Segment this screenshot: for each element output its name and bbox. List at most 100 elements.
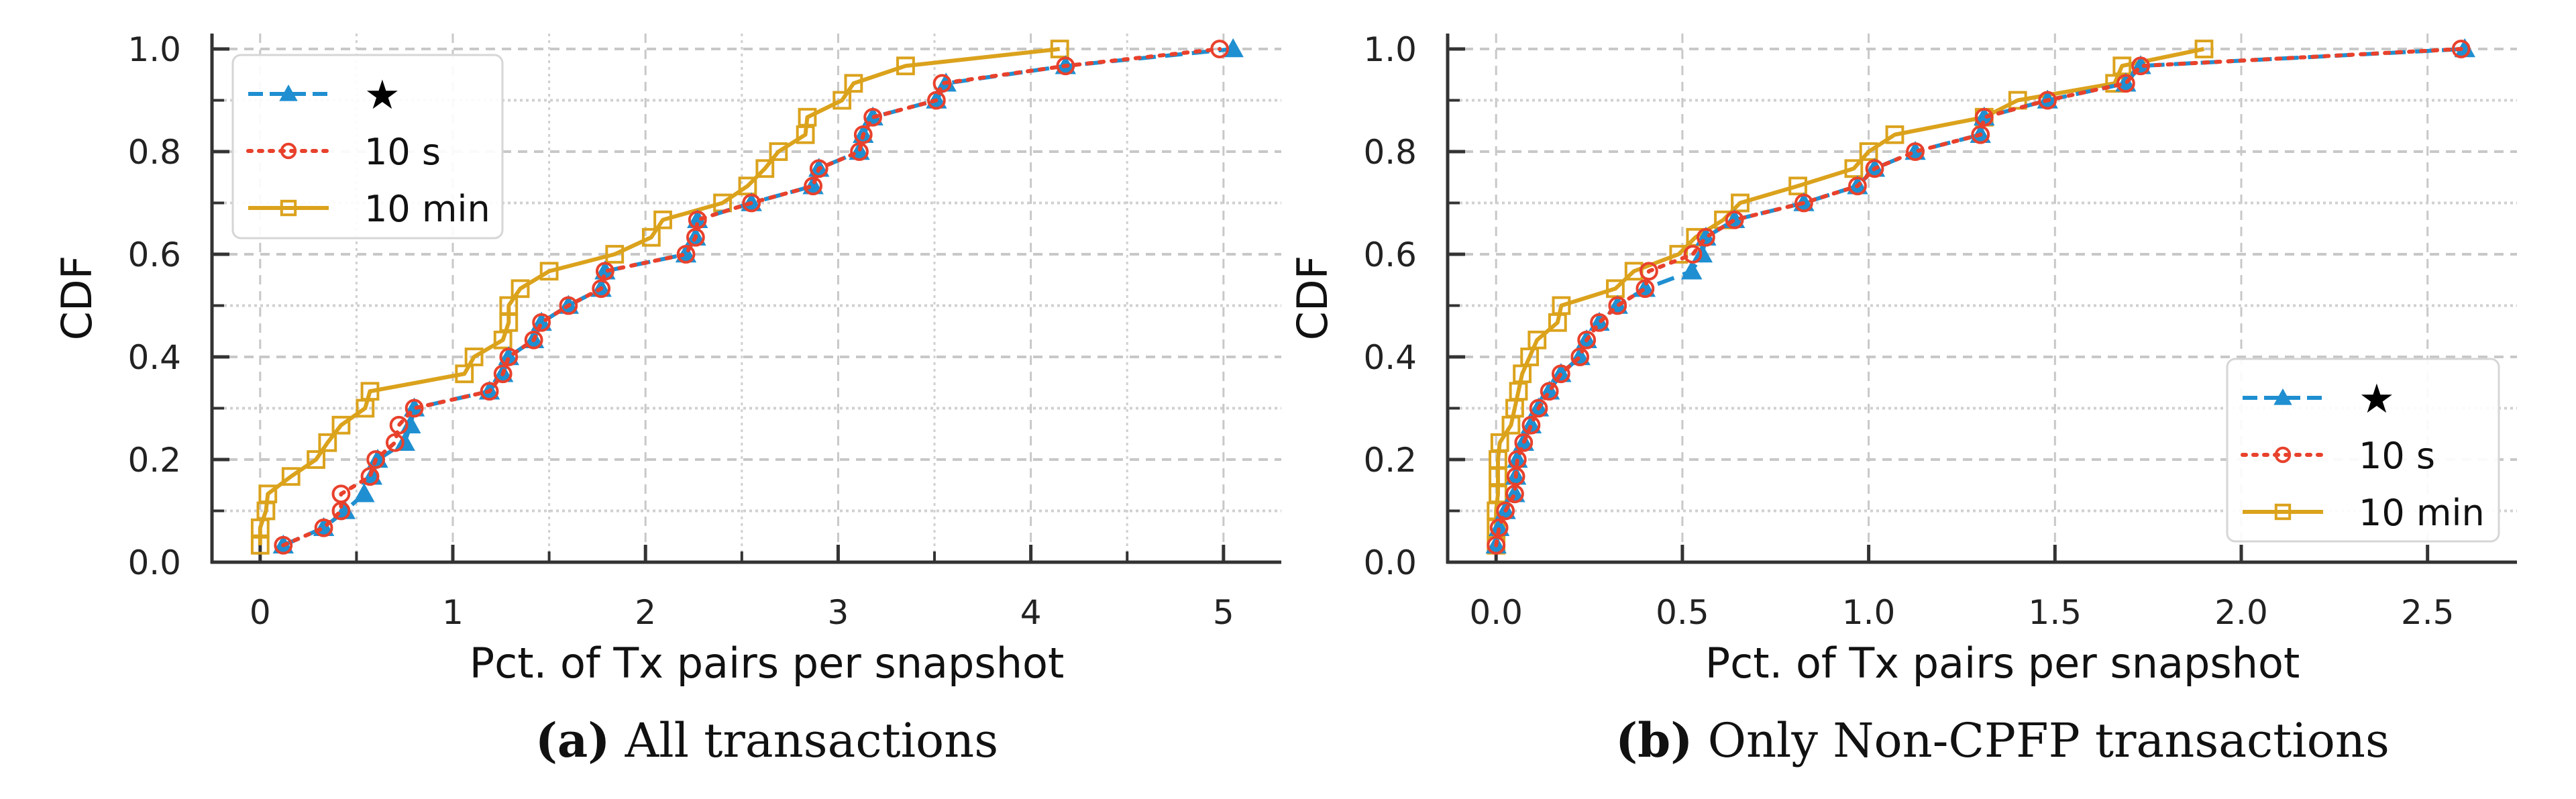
legend: ★ 10 s 10 min [231,54,504,239]
data-point [1640,262,1658,281]
x-tick-label: 1.5 [2029,593,2082,632]
legend-label: 10 s [364,131,441,173]
data-point [2116,74,2135,93]
x-tick-label: 0 [250,593,271,632]
data-point [394,431,415,451]
legend-box [2226,358,2500,543]
x-tick-label: 0.5 [1656,593,1709,632]
series-10-min [250,40,1069,555]
data-point [863,107,883,127]
data-point [1691,243,1713,263]
data-point [331,415,351,435]
data-point [742,193,761,213]
legend-label: 10 min [2359,492,2485,534]
panel-b: 0.0 0.2 0.4 0.6 0.8 1.0 0.0 0.5 1.0 1.5 2.0 2.5 Pct.… [1288,30,2517,768]
data-point [493,364,513,384]
y-tick-label: 0.2 [127,441,181,480]
x-tick-label: 1 [442,593,464,632]
legend: ★ 10 s 10 min [2226,358,2500,543]
data-point [1521,415,1541,435]
legend-marker [280,199,297,217]
x-axis-label: Pct. of Tx pairs per snapshot [470,639,1065,688]
data-point [804,176,822,196]
data-point [532,313,551,332]
panel-caption: (b) Only Non-CPFP transactions [1615,712,2390,768]
data-point [1683,245,1703,264]
data-point [850,142,869,161]
data-point [1590,313,1609,332]
data-point [1050,40,1069,58]
data-point [1551,364,1570,384]
series-10-s [274,40,1229,555]
panel-caption: (a) All transactions [535,712,998,768]
data-point [1509,382,1528,401]
data-point [1056,56,1075,76]
data-point [499,296,519,315]
data-point [274,535,293,555]
data-point [1527,330,1547,350]
data-point [1725,210,1744,229]
data-point [1865,159,1884,178]
data-point [1859,142,1878,161]
data-point [798,107,817,127]
data-point [769,142,788,161]
legend-marker [279,84,298,101]
data-point [1906,142,1925,161]
data-point [844,74,863,93]
data-point [809,159,828,178]
legend-marker [2273,388,2292,405]
data-point [385,433,405,452]
data-point [455,364,474,384]
data-point [389,415,409,435]
data-point [1794,193,1813,213]
y-tick-label: 0.8 [127,133,181,172]
series-line [281,47,1222,547]
legend-label-star: ★ [364,72,400,119]
x-tick-label: 2 [635,593,656,632]
panel-a: 0.0 0.2 0.4 0.6 0.8 1.0 0 1 2 3 4 5 Pct. of Tx pairs… [52,30,1281,768]
data-point [2038,91,2057,110]
legend-marker [2274,503,2292,521]
data-point [1844,159,1864,178]
data-point [1514,433,1534,452]
legend-label-star: ★ [2359,376,2395,423]
data-point [524,330,543,350]
data-point [1608,296,1627,315]
data-point [796,125,815,144]
data-point [755,159,775,178]
data-point [258,484,278,504]
data-point [405,398,424,418]
caption-label: (a) [535,712,610,768]
data-point [360,382,380,401]
x-tick-label: 2.5 [2401,593,2455,632]
data-point [1681,260,1703,280]
data-point [1848,176,1867,196]
y-tick-label: 0.4 [1363,338,1417,377]
data-point [1788,176,1807,196]
data-point [360,467,380,486]
data-point [932,74,952,93]
data-point [1696,227,1715,247]
data-point [1885,125,1904,144]
data-point [1552,296,1571,315]
data-point [1529,398,1548,418]
data-point [2112,56,2132,76]
x-tick-label: 1.0 [1842,593,1896,632]
y-tick-label: 0.4 [127,338,181,377]
data-point [307,450,325,469]
data-point [1577,330,1597,350]
legend-marker [280,142,297,160]
data-point [1974,107,1994,127]
data-point [1971,125,1990,144]
series-10-s [1487,40,2471,555]
data-point [2451,40,2471,58]
data-point [853,125,873,144]
y-tick-label: 0.8 [1363,133,1417,172]
data-point [511,279,530,299]
series-10-min [1487,40,2214,555]
data-point [1540,382,1559,401]
data-point [1635,279,1655,299]
series-line [1494,47,2463,547]
x-tick-label: 4 [1020,593,1042,632]
